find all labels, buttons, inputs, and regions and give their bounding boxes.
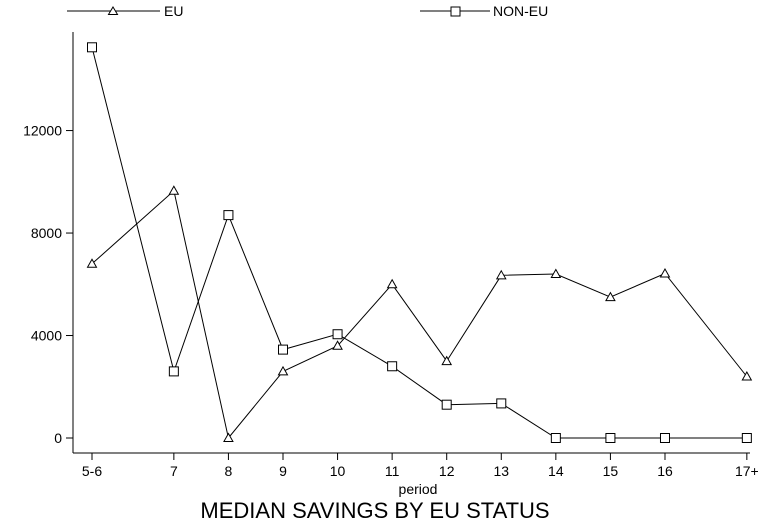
point-non-eu bbox=[441, 399, 452, 410]
point-non-eu bbox=[277, 344, 288, 355]
x-tick-label: 5-6 bbox=[82, 463, 102, 479]
point-non-eu bbox=[605, 433, 616, 443]
chart-title: MEDIAN SAVINGS BY EU STATUS bbox=[200, 498, 549, 523]
point-non-eu bbox=[168, 366, 179, 377]
y-tick-label: 12000 bbox=[23, 123, 62, 139]
legend-item-eu: EU bbox=[67, 3, 183, 19]
x-tick-label: 16 bbox=[657, 463, 673, 479]
x-tick-label: 8 bbox=[225, 463, 233, 479]
x-tick-label: 7 bbox=[170, 463, 178, 479]
point-non-eu bbox=[332, 329, 343, 340]
y-tick-label: 4000 bbox=[31, 328, 62, 344]
legend-label-eu: EU bbox=[164, 3, 183, 19]
legend-label-non-eu: NON-EU bbox=[493, 3, 548, 19]
x-tick-label: 10 bbox=[330, 463, 346, 479]
point-eu bbox=[332, 340, 343, 350]
point-non-eu bbox=[496, 398, 507, 409]
point-eu bbox=[441, 355, 453, 366]
y-tick-label: 0 bbox=[54, 430, 62, 446]
point-eu bbox=[659, 267, 671, 278]
x-axis-label: period bbox=[399, 481, 438, 497]
series-layer bbox=[86, 42, 753, 443]
legend: EU NON-EU bbox=[67, 3, 548, 19]
point-eu bbox=[550, 268, 562, 279]
point-eu bbox=[495, 269, 507, 280]
series-line-eu bbox=[91, 189, 748, 440]
x-tick-label: 15 bbox=[603, 463, 619, 479]
x-tick-label: 12 bbox=[439, 463, 455, 479]
point-non-eu bbox=[550, 433, 561, 443]
legend-marker-non-eu bbox=[450, 6, 461, 17]
x-ticks: 5-6 7 8 9 10 11 12 13 14 15 16 17+ bbox=[82, 453, 759, 479]
point-eu bbox=[86, 258, 98, 268]
legend-item-non-eu: NON-EU bbox=[420, 3, 548, 19]
point-eu bbox=[605, 291, 616, 302]
x-tick-label: 11 bbox=[385, 463, 400, 479]
point-non-eu bbox=[223, 210, 234, 221]
point-non-eu bbox=[87, 42, 97, 53]
point-eu bbox=[277, 365, 289, 376]
point-eu bbox=[223, 432, 234, 442]
point-eu bbox=[386, 278, 398, 289]
x-tick-label: 13 bbox=[493, 463, 509, 479]
legend-marker-eu bbox=[107, 6, 119, 15]
y-tick-label: 8000 bbox=[31, 225, 62, 241]
point-non-eu bbox=[387, 361, 398, 372]
x-tick-label: 9 bbox=[279, 463, 287, 479]
point-eu bbox=[741, 370, 753, 381]
point-non-eu bbox=[741, 433, 752, 443]
x-tick-label: 14 bbox=[548, 463, 564, 479]
point-non-eu bbox=[659, 433, 670, 443]
series-line-non-eu bbox=[91, 47, 747, 439]
point-eu bbox=[168, 185, 180, 195]
y-ticks: 0 4000 8000 12000 bbox=[23, 123, 73, 446]
x-tick-label: 17+ bbox=[735, 463, 759, 479]
